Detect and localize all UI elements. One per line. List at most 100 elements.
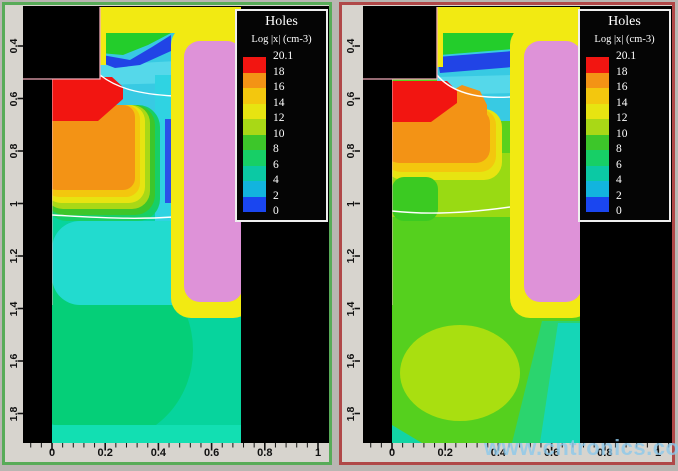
orange-body-region xyxy=(52,105,135,190)
y-tick-label: 1.8 xyxy=(8,406,20,421)
y-tick-label: 1.4 xyxy=(345,301,357,316)
legend-swatch xyxy=(243,150,266,166)
legend-swatch xyxy=(243,165,266,181)
legend-level-label: 12 xyxy=(273,112,285,124)
legend-swatch xyxy=(586,181,609,197)
y-tick-label: 0.6 xyxy=(345,91,357,106)
panel-right-device: Holes Log |x| (cm-3) 20.1 18 16 14 12 10 8 6 4 2 0… xyxy=(339,2,675,465)
colorbar-legend: Holes Log |x| (cm-3) 20.1 18 16 14 12 10 8 6 4 2 0 xyxy=(235,9,328,222)
legend-scale-label: Log |x| (cm-3) xyxy=(594,34,655,45)
gate-electrode xyxy=(184,41,243,302)
colorbar-legend: Holes Log |x| (cm-3) 20.1 18 16 14 12 10 8 6 4 2 0 xyxy=(578,9,671,222)
legend-level-label: 18 xyxy=(273,65,285,78)
y-tick-label: 0.4 xyxy=(8,38,20,54)
x-tick-label: 1 xyxy=(314,447,322,459)
legend-swatch xyxy=(243,72,266,88)
legend-level-label: 16 xyxy=(273,81,285,93)
x-tick-label: 0 xyxy=(48,447,56,459)
x-tick-label: 0.8 xyxy=(257,447,273,459)
blue-band xyxy=(437,51,513,73)
y-axis-ticks xyxy=(354,45,360,415)
legend-level-label: 16 xyxy=(616,81,628,93)
legend-level-label: 18 xyxy=(616,65,628,78)
watermark: www.cntronics.com xyxy=(484,435,678,460)
y-tick-label: 1 xyxy=(345,200,357,207)
junction-line-upper xyxy=(99,74,174,97)
legend-level-label: 20.1 xyxy=(616,50,637,62)
legend-level-label: 8 xyxy=(616,143,622,155)
legend-swatch xyxy=(586,57,609,73)
legend-swatch xyxy=(243,119,266,135)
y-tick-label: 0.8 xyxy=(8,143,20,159)
legend-title: Holes xyxy=(265,14,298,29)
legend-level-label: 2 xyxy=(616,189,622,202)
legend-swatch xyxy=(586,134,609,150)
legend-level-label: 4 xyxy=(273,174,279,186)
x-axis-ticks xyxy=(30,443,319,451)
y-axis-ticks xyxy=(17,45,23,415)
source-contact xyxy=(363,7,437,79)
legend-swatch xyxy=(243,134,266,150)
x-tick-label: 0.2 xyxy=(97,447,113,459)
legend-swatch xyxy=(243,181,266,197)
silicon-contours xyxy=(52,7,241,443)
teal-region xyxy=(540,323,580,443)
legend-swatch xyxy=(243,103,266,119)
y-tick-label: 1.2 xyxy=(8,248,20,264)
legend-swatch xyxy=(243,196,266,212)
legend-level-label: 6 xyxy=(273,158,279,171)
y-tick-label: 1.8 xyxy=(345,406,357,421)
legend-level-label: 0 xyxy=(616,205,622,217)
y-tick-label: 1.4 xyxy=(8,301,20,316)
legend-level-label: 0 xyxy=(273,205,279,217)
gate-electrode xyxy=(524,41,582,302)
x-tick-label: 0.6 xyxy=(543,447,560,459)
y-tick-label: 0.8 xyxy=(345,143,357,159)
legend-swatch xyxy=(243,88,266,104)
junction-line-upper xyxy=(436,74,511,99)
legend-level-label: 8 xyxy=(273,143,279,155)
green-band xyxy=(437,27,513,55)
legend-swatch xyxy=(586,165,609,181)
legend-swatch xyxy=(586,150,609,166)
legend-level-label: 12 xyxy=(616,112,628,124)
y-tick-label: 1.6 xyxy=(345,353,357,369)
plot-right xyxy=(342,5,672,461)
legend-level-label: 10 xyxy=(616,127,628,140)
p-plus-region xyxy=(52,77,123,121)
legend-scale-label: Log |x| (cm-3) xyxy=(251,34,312,45)
x-tick-label: 0.8 xyxy=(597,447,613,459)
junction-line-lower xyxy=(392,206,511,214)
y-tick-label: 1.2 xyxy=(345,248,357,264)
x-tick-label: 0.4 xyxy=(150,447,167,459)
y-tick-label: 0.6 xyxy=(8,91,20,106)
legend-swatch xyxy=(586,88,609,104)
legend-level-label: 2 xyxy=(273,189,279,202)
y-tick-label: 1 xyxy=(8,200,20,207)
legend-swatch xyxy=(243,57,266,73)
x-tick-label: 1 xyxy=(654,447,662,459)
x-tick-label: 0.6 xyxy=(203,447,220,459)
blue-band xyxy=(102,35,171,68)
x-axis-ticks xyxy=(370,443,670,451)
cyan-region xyxy=(52,221,199,305)
x-tick-label: 0 xyxy=(388,447,396,459)
legend-swatch xyxy=(586,72,609,88)
legend-level-label: 6 xyxy=(616,158,622,171)
silicon-contours xyxy=(392,7,580,443)
source-contact xyxy=(23,7,100,79)
y-tick-label: 1.6 xyxy=(8,353,20,369)
legend-title: Holes xyxy=(608,14,641,29)
junction-line-lower xyxy=(52,214,174,219)
legend-level-label: 20.1 xyxy=(273,50,294,62)
panel-left-device: Holes Log |x| (cm-3) 20.1 18 16 14 12 10 8 6 4 2 0… xyxy=(2,2,332,465)
legend-level-label: 4 xyxy=(616,174,622,186)
green-band xyxy=(100,27,171,55)
x-tick-label: 0.4 xyxy=(490,447,507,459)
legend-swatch xyxy=(586,119,609,135)
legend-level-label: 10 xyxy=(273,127,285,140)
body-contour-rings xyxy=(52,105,160,221)
legend-level-label: 14 xyxy=(616,96,628,109)
legend-level-label: 14 xyxy=(273,96,285,109)
